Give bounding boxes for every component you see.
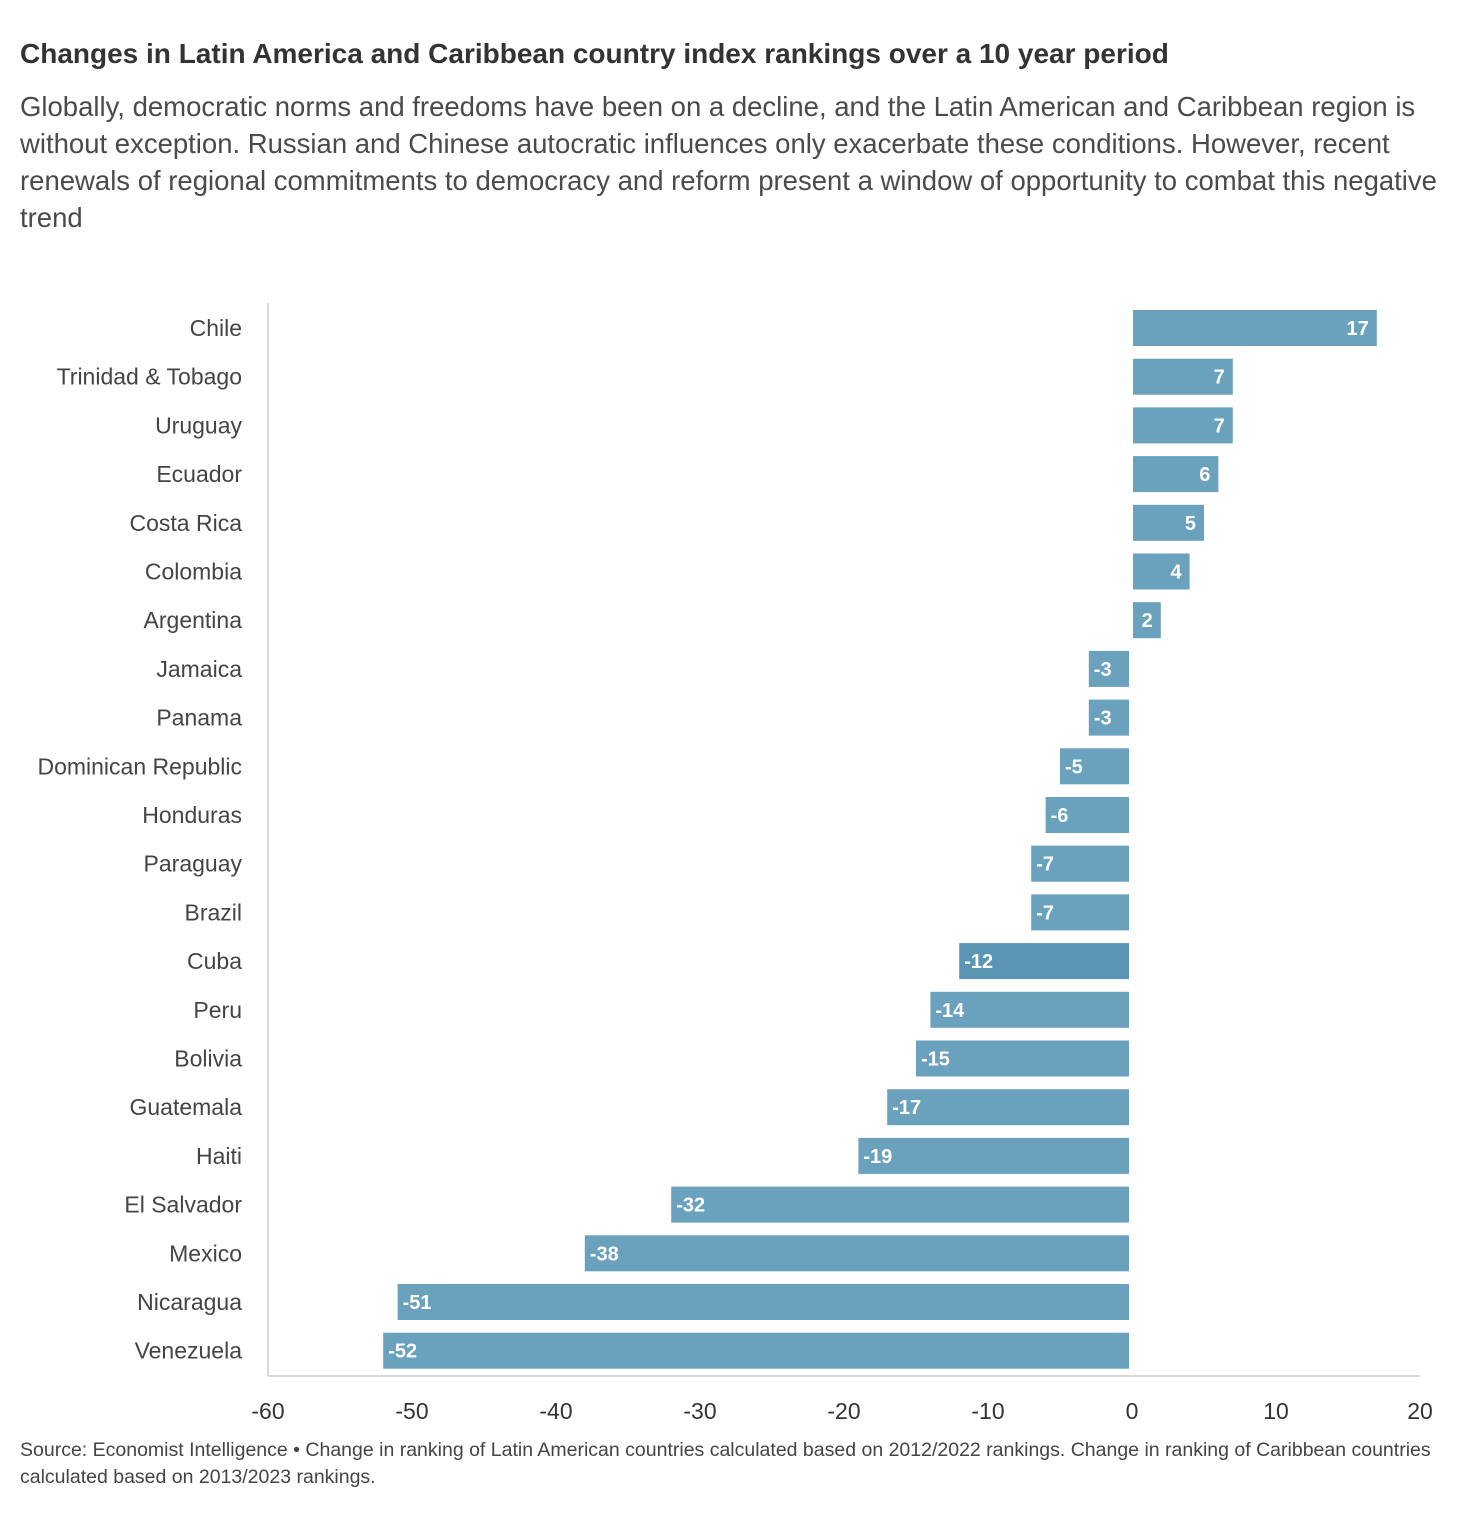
bar-dominican-republic [1060, 748, 1129, 785]
category-label-mexico: Mexico [169, 1240, 242, 1266]
value-label-venezuela: -52 [388, 1341, 417, 1363]
bar-el-salvador [671, 1186, 1129, 1223]
category-label-paraguay: Paraguay [144, 851, 243, 877]
bar-peru [930, 991, 1129, 1028]
bar-chile [1133, 310, 1377, 346]
category-label-bolivia: Bolivia [174, 1046, 242, 1072]
value-label-colombia: 4 [1170, 562, 1182, 584]
category-label-uruguay: Uruguay [155, 412, 242, 438]
x-tick-label-20: 20 [1407, 1398, 1433, 1424]
value-label-jamaica: -3 [1094, 659, 1112, 681]
category-label-haiti: Haiti [196, 1143, 242, 1169]
x-tick-label-minus-40: -40 [539, 1398, 572, 1424]
bar-panama [1088, 699, 1129, 736]
category-label-cuba: Cuba [187, 948, 242, 974]
category-label-jamaica: Jamaica [156, 656, 242, 682]
x-tick-label-minus-60: -60 [251, 1398, 284, 1424]
category-label-el-salvador: El Salvador [124, 1192, 242, 1218]
category-label-trinidad-tobago: Trinidad & Tobago [57, 364, 242, 390]
chart-title: Changes in Latin America and Caribbean c… [20, 38, 1169, 69]
value-label-panama: -3 [1094, 708, 1112, 730]
category-label-colombia: Colombia [145, 559, 242, 585]
bar-brazil [1031, 894, 1129, 931]
x-tick-label-minus-30: -30 [683, 1398, 716, 1424]
bar-uruguay [1133, 407, 1233, 444]
value-label-argentina: 2 [1142, 610, 1153, 632]
source-footnote: Source: Economist Intelligence • Change … [20, 1439, 1431, 1488]
value-label-nicaragua: -51 [403, 1292, 432, 1314]
bar-argentina [1133, 602, 1161, 639]
category-label-guatemala: Guatemala [129, 1094, 242, 1120]
value-label-el-salvador: -32 [676, 1195, 705, 1217]
x-tick-label-minus-20: -20 [827, 1398, 860, 1424]
x-tick-label-10: 10 [1263, 1398, 1289, 1424]
bar-cuba [959, 943, 1129, 980]
category-label-ecuador: Ecuador [156, 461, 242, 487]
x-axis: -60 -50 -40 -30 -20 -10 0 10 20 [251, 303, 1433, 1424]
bar-trinidad-tobago [1133, 358, 1233, 395]
bar-ecuador [1133, 456, 1219, 493]
value-label-brazil: -7 [1036, 902, 1054, 924]
bar-guatemala [887, 1089, 1129, 1126]
value-label-peru: -14 [935, 1000, 965, 1022]
value-label-honduras: -6 [1051, 805, 1069, 827]
category-label-venezuela: Venezuela [135, 1338, 243, 1364]
category-label-dominican-republic: Dominican Republic [37, 753, 242, 779]
bars-layer: 17 7 7 6 5 4 2 -3 -3 -5 -6 -7 -7 -12 -14 -15 -17 -19 -32 -3… [383, 310, 1377, 1369]
bar-chart: 17 7 7 6 5 4 2 -3 -3 -5 -6 -7 -7 -12 -14 -15 -17 -19 -32 -3… [37, 303, 1433, 1424]
x-tick-label-minus-50: -50 [395, 1398, 428, 1424]
value-label-uruguay: 7 [1214, 415, 1225, 437]
bar-haiti [858, 1137, 1129, 1174]
category-labels: Chile Trinidad & Tobago Uruguay Ecuador Cost… [37, 315, 242, 1364]
x-tick-label-minus-10: -10 [971, 1398, 1004, 1424]
value-label-mexico: -38 [590, 1243, 619, 1265]
category-label-brazil: Brazil [184, 899, 242, 925]
category-label-argentina: Argentina [144, 607, 243, 633]
value-label-ecuador: 6 [1199, 464, 1210, 486]
bar-paraguay [1031, 845, 1129, 882]
bar-bolivia [916, 1040, 1129, 1077]
value-label-haiti: -19 [863, 1146, 892, 1168]
value-label-dominican-republic: -5 [1065, 756, 1083, 778]
chart-subtitle: Globally, democratic norms and freedoms … [20, 91, 1437, 233]
value-label-paraguay: -7 [1036, 854, 1054, 876]
bar-venezuela [383, 1332, 1129, 1369]
category-label-peru: Peru [193, 997, 242, 1023]
value-label-guatemala: -17 [892, 1097, 921, 1119]
category-label-chile: Chile [190, 315, 242, 341]
category-label-panama: Panama [156, 705, 242, 731]
value-label-trinidad-tobago: 7 [1214, 367, 1225, 389]
bar-mexico [584, 1235, 1129, 1272]
category-label-nicaragua: Nicaragua [137, 1289, 242, 1315]
category-label-honduras: Honduras [142, 802, 242, 828]
category-label-costa-rica: Costa Rica [130, 510, 243, 536]
value-label-cuba: -12 [964, 951, 993, 973]
bar-colombia [1133, 553, 1190, 590]
bar-costa-rica [1133, 504, 1204, 541]
value-label-costa-rica: 5 [1185, 513, 1196, 535]
x-tick-label-0: 0 [1126, 1398, 1139, 1424]
bar-nicaragua [397, 1284, 1130, 1320]
value-label-bolivia: -15 [921, 1049, 950, 1071]
bar-honduras [1045, 797, 1129, 833]
bar-jamaica [1088, 650, 1129, 687]
value-label-chile: 17 [1347, 318, 1369, 340]
